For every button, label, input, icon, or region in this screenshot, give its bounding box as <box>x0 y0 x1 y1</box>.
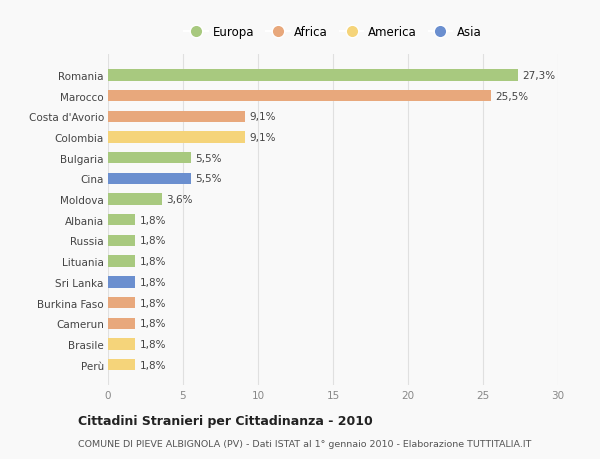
Bar <box>108 70 517 81</box>
Text: 1,8%: 1,8% <box>139 215 166 225</box>
Text: 3,6%: 3,6% <box>167 195 193 205</box>
Bar <box>108 256 135 267</box>
Bar <box>108 339 135 350</box>
Bar <box>108 235 135 246</box>
Bar <box>108 215 135 226</box>
Text: 25,5%: 25,5% <box>495 91 528 101</box>
Text: 1,8%: 1,8% <box>139 257 166 267</box>
Bar <box>108 297 135 308</box>
Text: 9,1%: 9,1% <box>249 133 275 143</box>
Text: 5,5%: 5,5% <box>195 174 221 184</box>
Bar <box>108 194 162 205</box>
Text: 1,8%: 1,8% <box>139 236 166 246</box>
Legend: Europa, Africa, America, Asia: Europa, Africa, America, Asia <box>179 21 487 44</box>
Text: 5,5%: 5,5% <box>195 153 221 163</box>
Text: COMUNE DI PIEVE ALBIGNOLA (PV) - Dati ISTAT al 1° gennaio 2010 - Elaborazione TU: COMUNE DI PIEVE ALBIGNOLA (PV) - Dati IS… <box>78 439 532 448</box>
Text: 9,1%: 9,1% <box>249 112 275 122</box>
Text: 27,3%: 27,3% <box>522 71 555 81</box>
Text: Cittadini Stranieri per Cittadinanza - 2010: Cittadini Stranieri per Cittadinanza - 2… <box>78 414 373 428</box>
Bar <box>108 91 491 102</box>
Bar <box>108 153 191 164</box>
Text: 1,8%: 1,8% <box>139 277 166 287</box>
Text: 1,8%: 1,8% <box>139 319 166 329</box>
Bar <box>108 359 135 370</box>
Text: 1,8%: 1,8% <box>139 339 166 349</box>
Bar <box>108 174 191 185</box>
Text: 1,8%: 1,8% <box>139 360 166 370</box>
Bar <box>108 318 135 329</box>
Bar <box>108 132 245 143</box>
Bar <box>108 112 245 123</box>
Bar <box>108 277 135 288</box>
Text: 1,8%: 1,8% <box>139 298 166 308</box>
